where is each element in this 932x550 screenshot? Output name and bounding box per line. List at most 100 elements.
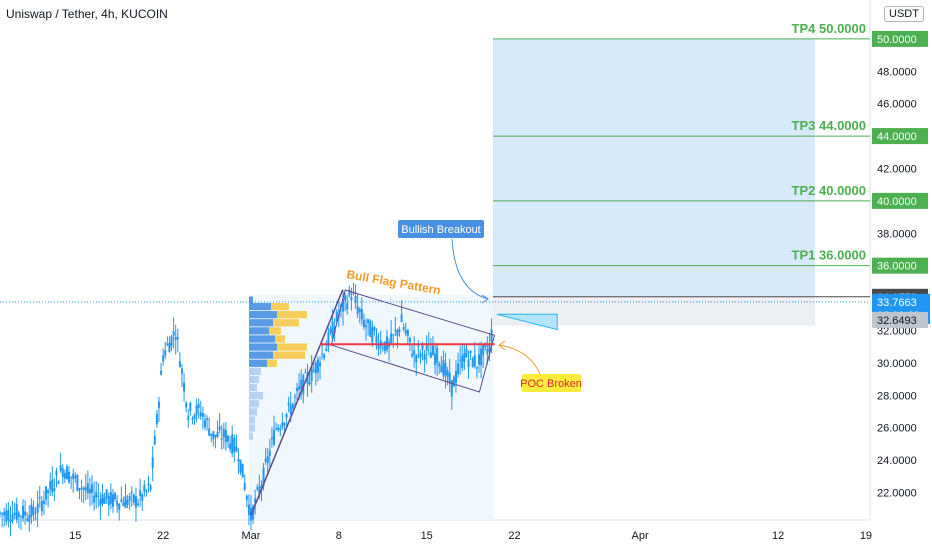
candle-body — [220, 437, 223, 440]
candle-body — [312, 370, 315, 372]
candle-body — [1, 513, 4, 515]
candle-body — [22, 506, 25, 519]
candle-body — [436, 347, 439, 363]
candle-body — [434, 353, 437, 365]
candle-body — [459, 359, 462, 361]
candle-body — [373, 327, 376, 331]
candle-body — [302, 375, 305, 395]
x-tick-label: 15 — [69, 530, 81, 542]
candle-body — [210, 433, 213, 436]
x-tick-label: 8 — [336, 530, 342, 542]
volume-profile-bar — [249, 424, 255, 432]
candle-body — [229, 443, 232, 450]
candle-body — [421, 344, 424, 350]
volume-profile-bar — [249, 311, 277, 319]
x-tick-label: Mar — [242, 530, 261, 542]
target-label: TP4 50.0000 — [792, 21, 866, 36]
candle-body — [252, 506, 255, 520]
target-axis-badge — [872, 30, 928, 47]
candle-body — [342, 298, 345, 312]
candle-body — [300, 379, 303, 390]
candle-body — [293, 396, 296, 398]
candle-body — [316, 359, 319, 373]
candle-body — [450, 380, 453, 397]
candle-body — [145, 490, 148, 492]
volume-profile-bar — [249, 400, 259, 408]
y-tick-label: 24.0000 — [877, 455, 917, 467]
candle-body — [95, 492, 98, 498]
candle-body — [120, 499, 123, 502]
x-tick-label: 22 — [508, 530, 520, 542]
candle-body — [431, 345, 434, 355]
poc-tag — [522, 374, 581, 392]
candle-body — [298, 386, 301, 390]
candle-body — [308, 381, 311, 385]
volume-profile-bar — [249, 383, 257, 392]
candle-body — [72, 473, 75, 480]
candle-body — [377, 344, 380, 349]
candle-body — [168, 342, 171, 353]
candle-body — [5, 510, 8, 522]
candle-body — [365, 325, 368, 327]
pattern-label: Bull Flag Pattern — [345, 267, 441, 297]
volume-profile-bar — [249, 296, 253, 304]
candle-body — [262, 467, 265, 486]
candle-body — [109, 491, 112, 504]
candle-body — [488, 344, 491, 352]
candle-body — [93, 495, 96, 503]
candle-body — [86, 483, 89, 494]
candle-body — [413, 350, 416, 355]
candle-body — [310, 366, 313, 382]
volume-profile-bar — [249, 359, 267, 367]
candle-body — [490, 329, 493, 342]
candle-body — [473, 355, 476, 367]
candle-body — [425, 343, 428, 351]
volume-profile-bar — [267, 359, 277, 367]
candle-body — [183, 382, 186, 392]
candle-body — [191, 418, 194, 420]
candle-body — [84, 487, 87, 491]
candle-body — [78, 488, 81, 491]
candle-body — [400, 314, 403, 323]
candle-body — [76, 474, 79, 491]
currency-button[interactable]: USDT — [884, 6, 924, 22]
candle-body — [149, 485, 152, 490]
candle-body — [289, 404, 292, 415]
candle-body — [174, 336, 177, 341]
candle-body — [247, 504, 250, 516]
breakout-tag — [398, 220, 484, 238]
candle-body — [9, 519, 12, 523]
volume-profile-bar — [271, 302, 289, 311]
candle-body — [417, 345, 420, 347]
candle-body — [475, 366, 478, 369]
candle-body — [70, 476, 73, 478]
candle-body — [469, 350, 472, 353]
candle-body — [304, 372, 307, 374]
candle-body — [203, 419, 206, 428]
candle-body — [160, 370, 163, 375]
candle-body — [157, 401, 160, 408]
candle-body — [139, 490, 142, 497]
candle-body — [408, 337, 411, 343]
candle-body — [61, 468, 64, 477]
y-tick-label: 22.0000 — [877, 487, 917, 499]
candle-body — [480, 348, 483, 366]
candle-body — [254, 498, 257, 504]
candle-body — [291, 403, 294, 409]
low-price-label: 32.6493 — [877, 315, 917, 327]
candle-body — [153, 436, 156, 445]
candle-body — [164, 350, 167, 356]
current-price-label: 33.7663 — [877, 297, 917, 309]
candle-body — [224, 430, 227, 443]
candle-body — [463, 353, 466, 362]
candle-body — [452, 376, 455, 387]
volume-profile-bar — [277, 343, 307, 351]
candle-body — [187, 416, 190, 421]
candle-body — [103, 497, 106, 504]
candle-body — [264, 458, 267, 462]
candle-body — [358, 308, 361, 312]
breakout-arrowhead — [481, 294, 489, 304]
candle-body — [442, 360, 445, 377]
target-axis-badge — [872, 257, 928, 274]
